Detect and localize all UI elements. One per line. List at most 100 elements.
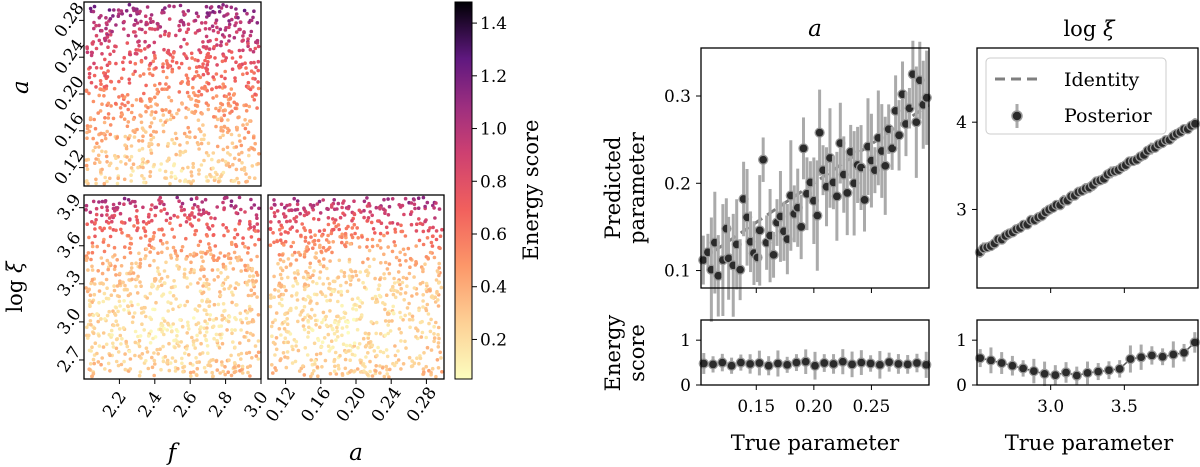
scatter-point — [257, 152, 261, 156]
scatter-point — [206, 179, 210, 183]
scatter-point — [244, 172, 248, 176]
x-tick-label: 0.24 — [368, 383, 406, 425]
scatter-point — [162, 332, 166, 337]
scatter-point — [280, 268, 285, 273]
y-tick-label: 3.3 — [54, 267, 86, 301]
scatter-point — [305, 353, 310, 357]
scatter-point — [275, 209, 280, 213]
scatter-point — [128, 60, 133, 64]
legend: Identity Posterior — [985, 57, 1167, 135]
scatter-point — [409, 201, 414, 205]
scatter-point — [319, 290, 323, 294]
scatter-point — [211, 9, 215, 14]
scatter-point — [294, 279, 298, 283]
scatter-point — [269, 293, 273, 298]
scatter-point — [211, 254, 216, 258]
scatter-point — [125, 124, 130, 129]
scatter-point — [240, 161, 244, 165]
x-ticks-f-logxi: 2.2 2.4 2.6 2.8 3.0 — [99, 379, 273, 422]
scatter-point — [255, 21, 260, 25]
scatter-point — [350, 218, 354, 223]
scatter-point — [288, 227, 293, 231]
scatter-point — [403, 313, 408, 318]
scatter-point — [256, 339, 261, 343]
scatter-point — [162, 326, 166, 331]
scatter-point — [298, 313, 303, 317]
scatter-point — [172, 4, 176, 9]
scatter-point — [370, 374, 375, 378]
scatter-point — [331, 217, 335, 221]
scatter-point — [168, 221, 172, 225]
scatter-point — [207, 304, 211, 309]
scatter-point — [158, 238, 163, 243]
scatter-point — [174, 297, 178, 301]
scatter-point — [148, 250, 152, 254]
scatter-point — [91, 99, 96, 104]
scatter-point — [96, 360, 101, 364]
scatter-point — [95, 141, 99, 146]
scatter-point — [321, 310, 326, 315]
scatter-point — [170, 137, 174, 142]
scatter-point — [137, 148, 142, 153]
scatter-point — [412, 286, 417, 290]
scatter-point — [433, 295, 438, 300]
scatter-point — [256, 59, 261, 64]
scatter-point — [185, 216, 190, 220]
scatter-point — [219, 324, 224, 328]
scatter-point — [196, 142, 201, 147]
scatter-point — [343, 357, 348, 362]
legend-posterior-label: Posterior — [1064, 105, 1153, 127]
scatter-point — [220, 363, 224, 367]
scatter-point — [180, 201, 185, 206]
scatter-point — [144, 314, 148, 319]
scatter-point — [106, 221, 111, 225]
scatter-point — [289, 262, 293, 266]
scatter-point — [392, 240, 397, 244]
scatter-point — [170, 227, 174, 232]
recovery-title-logxi: log ξ — [1063, 17, 1115, 41]
scatter-point — [167, 341, 171, 346]
scatter-point — [136, 334, 140, 339]
scatter-point — [303, 346, 308, 350]
scatter-point — [350, 274, 355, 279]
scatter-point — [108, 52, 112, 57]
scatter-point — [244, 109, 249, 113]
scatter-point — [272, 295, 277, 300]
scatter-point — [340, 240, 344, 245]
scatter-point — [183, 149, 188, 154]
scatter-point — [425, 236, 430, 240]
scatter-point — [142, 176, 146, 181]
scatter-point — [371, 227, 376, 231]
scatter-point — [211, 151, 216, 155]
scatter-points-a-logxi — [268, 195, 444, 379]
scatter-point — [156, 251, 160, 255]
posterior-point — [814, 127, 825, 138]
scatter-point — [106, 361, 111, 366]
scatter-point — [318, 211, 323, 215]
scatter-point — [171, 294, 176, 298]
scatter-point — [401, 362, 406, 366]
scatter-point — [135, 277, 139, 281]
scatter-point — [134, 284, 138, 289]
scatter-point — [242, 8, 247, 13]
scatter-point — [334, 338, 338, 342]
scatter-point — [219, 125, 223, 130]
scatter-point — [381, 350, 386, 355]
scatter-point — [110, 219, 114, 224]
scatter-point — [268, 226, 273, 231]
scatter-point — [103, 136, 108, 141]
scatter-point — [165, 211, 169, 216]
scatter-point — [189, 170, 194, 174]
scatter-point — [127, 349, 132, 354]
scatter-point — [313, 359, 317, 363]
scatter-point — [149, 133, 153, 137]
scatter-point — [432, 255, 437, 260]
scatter-point — [115, 181, 120, 186]
scatter-point — [435, 358, 440, 362]
scatter-point — [120, 12, 124, 16]
scatter-point — [228, 261, 233, 265]
xlabel-f: f — [166, 440, 180, 466]
scatter-point — [215, 172, 219, 177]
scatter-point — [87, 313, 92, 317]
scatter-point — [135, 228, 139, 233]
